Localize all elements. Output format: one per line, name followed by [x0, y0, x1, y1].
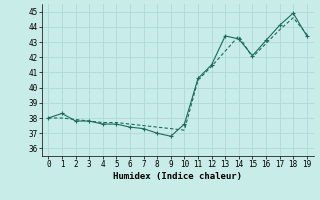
X-axis label: Humidex (Indice chaleur): Humidex (Indice chaleur): [113, 172, 242, 181]
